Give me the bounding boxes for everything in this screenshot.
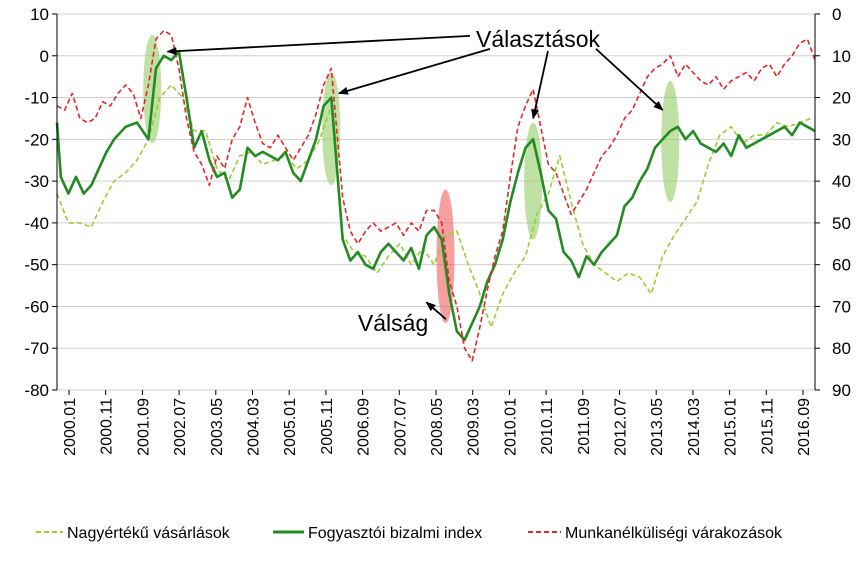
x-tick-label: 2000.01 bbox=[62, 398, 79, 456]
election-band bbox=[661, 80, 680, 202]
x-tick-label: 2000.11 bbox=[99, 398, 116, 455]
election-band bbox=[524, 122, 543, 240]
x-tick-label: 2003.05 bbox=[209, 398, 226, 456]
x-tick-label: 2005.01 bbox=[282, 398, 299, 456]
x-tick-label: 2012.07 bbox=[613, 398, 630, 456]
right-tick-label: 80 bbox=[832, 339, 851, 358]
x-tick-label: 2001.09 bbox=[135, 398, 152, 456]
x-tick-label: 2013.05 bbox=[649, 398, 666, 456]
left-tick-label: -70 bbox=[24, 339, 49, 358]
x-tick-label: 2009.03 bbox=[466, 398, 483, 456]
legend-label-confidence: Fogyasztói bizalmi index bbox=[308, 525, 482, 542]
elections-annotation: Választások bbox=[476, 26, 601, 52]
left-tick-label: -60 bbox=[24, 297, 49, 316]
x-tick-label: 2010.01 bbox=[502, 398, 519, 456]
right-tick-label: 70 bbox=[832, 297, 851, 316]
left-tick-label: -10 bbox=[24, 89, 49, 108]
series-line-unemployment bbox=[56, 29, 816, 362]
right-tick-label: 60 bbox=[832, 256, 851, 275]
election-band bbox=[143, 34, 162, 144]
left-y-tick-labels: 10 0 -10 -20 -30 -40 -50 -60 -70 -80 bbox=[24, 5, 57, 400]
annotation-bands bbox=[143, 34, 680, 324]
crisis-annotation: Válság bbox=[358, 310, 428, 336]
right-tick-label: 30 bbox=[832, 130, 851, 149]
x-tick-label: 2014.03 bbox=[686, 398, 703, 456]
x-tick-label: 2015.01 bbox=[723, 398, 740, 456]
left-tick-label: -20 bbox=[24, 130, 49, 149]
series-line-confidence bbox=[55, 50, 816, 342]
left-tick-label: -40 bbox=[24, 214, 49, 233]
left-tick-label: -30 bbox=[24, 172, 49, 191]
right-tick-label: 20 bbox=[832, 89, 851, 108]
legend-label-unemployment: Munkanélküliségi várakozások bbox=[565, 525, 783, 542]
x-tick-label: 2007.07 bbox=[392, 398, 409, 456]
x-tick-label: 2010.11 bbox=[539, 398, 556, 455]
x-tick-label: 2002.07 bbox=[172, 398, 189, 456]
x-tick-labels: 2000.01 2000.11 2001.09 2002.07 2003.05 2004.… bbox=[62, 390, 813, 456]
x-tick-label: 2004.03 bbox=[246, 398, 263, 456]
right-tick-label: 40 bbox=[832, 172, 851, 191]
series-lines bbox=[55, 29, 816, 362]
x-tick-label: 2008.05 bbox=[429, 398, 446, 456]
x-tick-label: 2016.09 bbox=[796, 398, 813, 456]
left-tick-label: -50 bbox=[24, 256, 49, 275]
right-tick-label: 0 bbox=[832, 5, 841, 24]
annotation-arrows bbox=[166, 34, 664, 320]
election-arrow bbox=[595, 48, 664, 111]
x-tick-label: 2005.11 bbox=[319, 398, 336, 455]
legend: Nagyértékű vásárlások Fogyasztói bizalmi… bbox=[36, 525, 783, 542]
right-y-tick-labels: 0 10 20 30 40 50 60 70 80 90 bbox=[815, 5, 851, 400]
election-arrow bbox=[531, 50, 549, 120]
gridlines bbox=[57, 13, 815, 391]
x-tick-label: 2011.09 bbox=[576, 398, 593, 455]
election-arrow bbox=[166, 34, 471, 56]
right-tick-label: 50 bbox=[832, 214, 851, 233]
legend-label-big-purchases: Nagyértékű vásárlások bbox=[67, 525, 231, 542]
left-tick-label: 0 bbox=[40, 47, 49, 66]
election-arrow bbox=[337, 48, 491, 95]
x-tick-label: 2006.09 bbox=[356, 398, 373, 456]
left-tick-label: 10 bbox=[30, 5, 49, 24]
x-tick-label: 2015.11 bbox=[759, 398, 776, 455]
left-tick-label: -80 bbox=[24, 381, 49, 400]
right-tick-label: 10 bbox=[832, 47, 851, 66]
series-line-big_purchases bbox=[56, 84, 812, 329]
axes bbox=[56, 14, 816, 390]
right-tick-label: 90 bbox=[832, 381, 851, 400]
crisis-arrow bbox=[425, 301, 447, 320]
